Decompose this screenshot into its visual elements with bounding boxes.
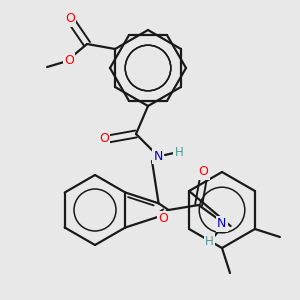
Text: H: H bbox=[175, 146, 183, 160]
Text: H: H bbox=[205, 236, 214, 248]
Text: O: O bbox=[199, 166, 208, 178]
Text: O: O bbox=[99, 133, 109, 146]
Text: O: O bbox=[65, 13, 75, 26]
Text: N: N bbox=[153, 149, 163, 163]
Text: O: O bbox=[64, 55, 74, 68]
Text: O: O bbox=[159, 212, 169, 225]
Text: N: N bbox=[217, 218, 226, 230]
